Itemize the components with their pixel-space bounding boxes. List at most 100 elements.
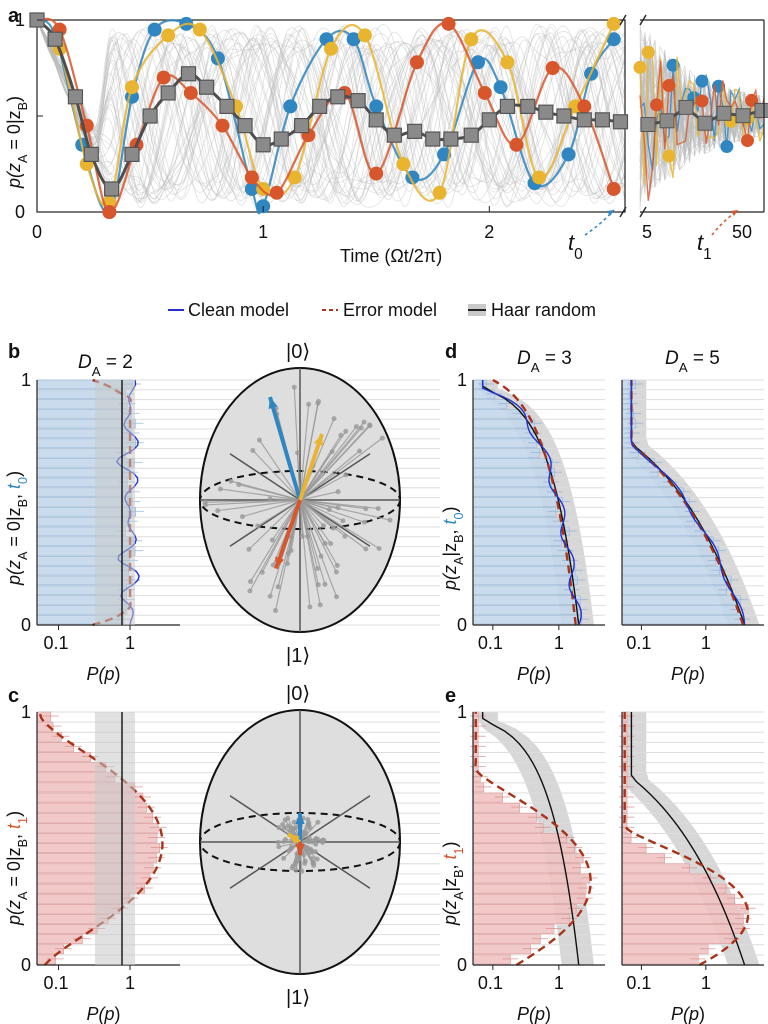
xlabel: P(p) xyxy=(87,1004,121,1024)
haar-marker xyxy=(160,85,176,101)
bloch-gray-arrowhead xyxy=(343,428,349,434)
bloch-gray-vector xyxy=(299,491,339,501)
ytick-label: 1 xyxy=(457,370,467,390)
histogram-bar xyxy=(621,546,720,556)
bloch-gray-vector xyxy=(252,450,301,501)
xlabel: P(p) xyxy=(517,1004,551,1024)
background-trace xyxy=(36,19,626,203)
histogram-bar xyxy=(621,944,709,955)
histogram-bar xyxy=(472,802,520,813)
blue-marker xyxy=(720,140,734,154)
haar-marker xyxy=(425,131,441,147)
bloch-gray-arrowhead xyxy=(315,582,321,588)
histogram-bar xyxy=(472,853,584,864)
arrowhead-t0 xyxy=(607,210,614,216)
red-marker xyxy=(409,55,424,70)
bloch-gray-arrowhead xyxy=(334,562,340,568)
bloch-gray-vector xyxy=(299,499,367,550)
xlabel: P(p) xyxy=(87,664,121,684)
histogram-bar xyxy=(472,843,576,853)
haar-marker xyxy=(463,127,479,143)
arrowhead-t1 xyxy=(731,210,738,216)
haar-marker xyxy=(67,89,84,105)
bloch-gray-arrowhead xyxy=(299,868,305,874)
bloch-gray-arrowhead xyxy=(282,817,288,823)
histogram-bar xyxy=(472,448,540,458)
bloch-gray-vector xyxy=(257,499,301,527)
histogram-bar xyxy=(621,536,714,546)
bloch-gray-arrowhead xyxy=(335,489,341,495)
annotation-t1: t1 xyxy=(697,230,712,263)
haar-marker xyxy=(255,137,271,153)
histogram-bar xyxy=(621,556,716,566)
bloch-gray-arrowhead xyxy=(318,553,324,559)
legend-clean-label: Clean model xyxy=(188,300,289,320)
bloch-gray-vector xyxy=(299,421,365,501)
haar-marker xyxy=(104,181,120,197)
histogram-bar xyxy=(621,873,711,884)
xtick-label: 1 xyxy=(258,222,268,242)
yellow-marker xyxy=(124,80,139,95)
haar-curve xyxy=(630,712,746,966)
yellow-marker xyxy=(357,28,372,43)
histogram-bar xyxy=(36,752,92,762)
bloch-gray-arrowhead xyxy=(306,822,312,828)
bloch-gray-arrowhead xyxy=(247,588,253,594)
bloch-gray-vector xyxy=(299,499,338,566)
bloch-gray-arrowhead xyxy=(387,517,393,523)
bloch-gray-arrowhead xyxy=(291,384,297,390)
bloch-gray-vector xyxy=(242,499,301,518)
bloch-gray-vector xyxy=(271,499,301,541)
error-model-curve xyxy=(622,712,750,967)
yellow-marker xyxy=(192,22,207,37)
ylabel-b: p(zA = 0|zB, t0) xyxy=(4,471,30,586)
histogram-bar xyxy=(621,934,733,945)
histogram-bar xyxy=(36,812,154,823)
background-trace xyxy=(36,19,626,208)
bloch-gray-vector xyxy=(299,499,324,527)
haar-marker xyxy=(199,79,215,95)
ytick-label: 0 xyxy=(457,955,467,975)
histogram-bar xyxy=(472,833,568,843)
haar-marker xyxy=(180,66,197,82)
haar-curve xyxy=(481,712,580,966)
histogram-bar xyxy=(472,526,570,537)
red-marker xyxy=(156,70,171,85)
haar-marker xyxy=(499,98,515,115)
yellow-marker xyxy=(432,185,447,200)
bloch-gray-arrowhead xyxy=(330,525,336,531)
bloch-gray-vector xyxy=(299,499,337,573)
histogram-bar xyxy=(472,438,537,448)
yellow-marker xyxy=(464,32,479,47)
panel-label-c: c xyxy=(8,685,19,707)
yellow-bloch-vector xyxy=(298,433,324,501)
haar-marker xyxy=(368,112,384,128)
bloch-gray-arrowhead xyxy=(228,478,234,484)
histogram-bar xyxy=(621,605,739,615)
bloch-gray-arrowhead xyxy=(250,447,256,453)
bloch-gray-arrowhead xyxy=(275,584,281,590)
histogram-bar xyxy=(621,883,727,894)
haar-marker xyxy=(538,104,554,120)
histogram-bar xyxy=(621,863,690,874)
bloch-label-1: |1⟩ xyxy=(286,987,310,1009)
yellow-marker xyxy=(256,181,271,196)
bloch-gray-arrowhead xyxy=(328,540,334,546)
haar-band xyxy=(95,380,135,625)
title-d-1: DA = 3 xyxy=(517,348,572,375)
legend: Clean model Error model Haar random xyxy=(168,300,596,320)
ylabel-d: p(zA|zB, t0) xyxy=(440,506,466,591)
background-trace xyxy=(36,19,626,202)
xtick-label: 1 xyxy=(125,633,135,653)
histogram-bar xyxy=(621,487,684,497)
bloch-gray-vector xyxy=(258,439,301,501)
red-marker xyxy=(740,134,754,148)
bloch-gray-arrowhead xyxy=(361,519,367,525)
bloch-gray-vector xyxy=(299,499,309,537)
ytick-label: 1 xyxy=(15,10,25,30)
xlabel: P(p) xyxy=(671,1004,705,1024)
red-marker xyxy=(650,98,664,112)
blue-marker xyxy=(561,147,576,162)
